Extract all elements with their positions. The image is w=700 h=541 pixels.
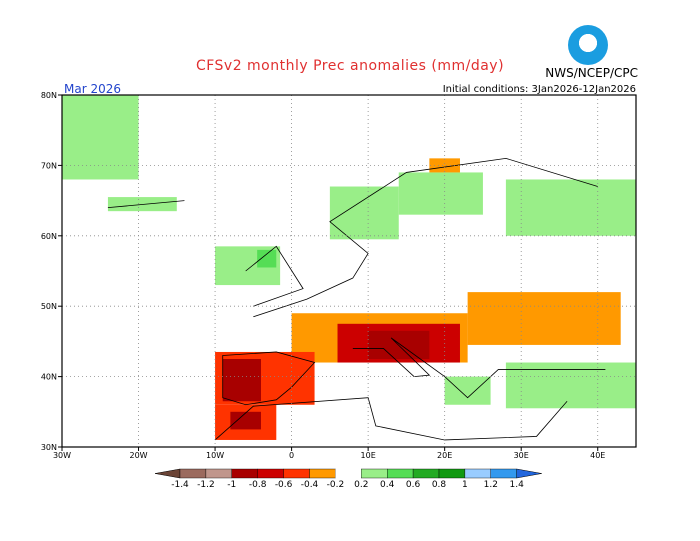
lon-label: 20W — [129, 451, 147, 460]
anomaly-region — [505, 362, 636, 409]
colorbar-swatch — [387, 468, 414, 479]
lon-label: 40E — [590, 451, 605, 460]
colorbar-arrow-left — [154, 468, 181, 479]
anomaly-region — [505, 179, 636, 236]
initial-conditions: Initial conditions: 3Jan2026-12Jan2026 — [442, 84, 636, 95]
forecast-month: Mar 2026 — [64, 82, 121, 96]
colorbar-swatch — [438, 468, 466, 479]
colorbar-label: 1.4 — [510, 480, 525, 490]
coastline — [107, 157, 606, 441]
colorbar-label: -0.4 — [301, 480, 319, 490]
map-frame — [61, 94, 637, 448]
lat-label: 30N — [41, 443, 57, 452]
anomaly-region — [329, 186, 399, 240]
colorbar-label: 1 — [462, 480, 468, 490]
colorbar-label: -1.2 — [197, 480, 215, 490]
colorbar-swatch — [412, 468, 440, 479]
colorbar-label: 1.2 — [484, 480, 498, 490]
colorbar-swatch — [309, 468, 336, 479]
colorbar-swatch — [231, 468, 258, 479]
anomaly-region — [429, 158, 460, 173]
map-title: CFSv2 monthly Prec anomalies (mm/day) — [195, 58, 505, 74]
lat-label: 70N — [41, 161, 57, 170]
colorbar-label: 0.2 — [354, 480, 368, 490]
colorbar-arrow-right — [516, 468, 542, 479]
colorbar-label: 0.6 — [406, 480, 421, 490]
anomaly-region — [257, 249, 277, 268]
colorbar-swatch — [490, 468, 517, 479]
lat-label: 80N — [41, 91, 57, 100]
anomaly-region — [398, 172, 483, 215]
lon-label: 0 — [289, 451, 294, 460]
colorbar-label: 0.8 — [432, 480, 447, 490]
agency-label: NWS/NCEP/CPC — [545, 66, 638, 80]
colorbar-label: -1.4 — [171, 480, 189, 490]
lon-label: 30E — [514, 451, 529, 460]
colorbar-swatch — [361, 468, 388, 479]
colorbar-label: -1 — [227, 480, 236, 490]
anomaly-region — [222, 359, 261, 402]
colorbar-swatch — [464, 468, 491, 479]
colorbar-swatch — [257, 468, 284, 479]
colorbar-swatch — [283, 468, 310, 479]
lon-label: 30W — [53, 451, 71, 460]
lon-label: 20E — [437, 451, 452, 460]
colorbar-swatch — [335, 469, 362, 478]
lat-label: 50N — [41, 302, 57, 311]
lat-label: 40N — [41, 373, 57, 382]
noaa-logo — [568, 25, 608, 65]
anomaly-region — [467, 292, 621, 345]
colorbar-label: 0.4 — [380, 480, 395, 490]
lat-label: 60N — [41, 232, 57, 241]
lon-label: 10W — [206, 451, 224, 460]
colorbar-swatch — [179, 468, 207, 479]
colorbar-label: -0.8 — [249, 480, 267, 490]
colorbar-swatch — [205, 468, 232, 479]
anomaly-region — [62, 95, 139, 180]
lon-label: 10E — [361, 451, 376, 460]
anomaly-region — [444, 376, 491, 405]
colorbar-label: -0.2 — [327, 480, 345, 490]
colorbar-label: -0.6 — [275, 480, 293, 490]
anomaly-region — [230, 411, 261, 430]
